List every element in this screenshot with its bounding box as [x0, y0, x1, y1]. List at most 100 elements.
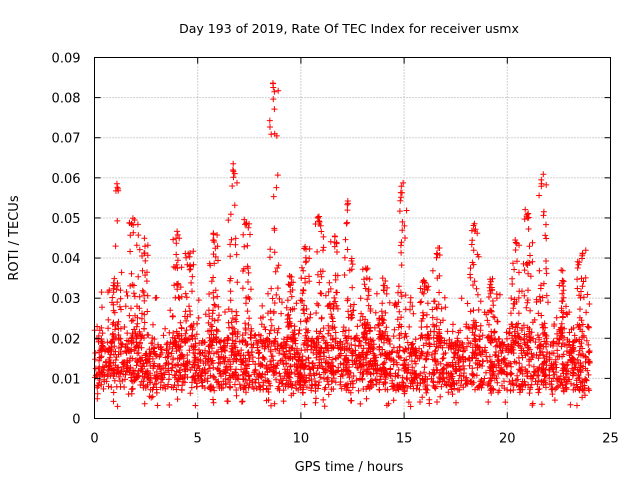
data-point [368, 363, 375, 370]
data-point [201, 366, 208, 373]
data-point [155, 341, 161, 348]
data-point [134, 221, 141, 228]
data-point [141, 297, 148, 304]
data-point [516, 383, 523, 390]
data-point [435, 335, 442, 342]
data-point [283, 377, 290, 384]
data-point [512, 339, 519, 346]
data-point [365, 292, 372, 299]
data-point [540, 171, 547, 178]
data-point [232, 369, 239, 376]
data-point [475, 253, 482, 260]
data-point [130, 290, 137, 297]
data-point [323, 359, 330, 366]
data-point [293, 385, 300, 392]
data-point [315, 382, 322, 389]
data-point [506, 347, 513, 354]
data-point [349, 378, 356, 385]
data-point [359, 349, 366, 356]
data-point [114, 282, 121, 289]
data-point [128, 377, 135, 384]
data-point [479, 380, 486, 387]
data-point [209, 315, 216, 322]
data-point [225, 319, 232, 326]
data-point [418, 324, 425, 331]
data-point [239, 332, 246, 339]
data-point [442, 304, 449, 311]
data-point [184, 374, 191, 381]
data-point [263, 363, 270, 370]
data-point [535, 389, 542, 396]
data-point [133, 323, 140, 330]
data-point [350, 373, 357, 379]
data-point [304, 315, 311, 322]
data-point [218, 348, 225, 355]
data-point [169, 361, 175, 368]
data-point [580, 278, 587, 285]
data-point [143, 278, 150, 285]
data-point [227, 366, 234, 373]
data-point [113, 286, 120, 293]
data-point [379, 275, 386, 282]
data-point [370, 350, 377, 357]
data-point [286, 347, 293, 354]
data-point [543, 362, 550, 369]
data-point [226, 356, 233, 363]
data-point [559, 267, 566, 274]
data-point [576, 366, 583, 373]
data-point [487, 377, 494, 384]
data-point [189, 326, 196, 333]
data-point [183, 362, 190, 369]
data-point [420, 277, 427, 284]
data-point [434, 358, 441, 365]
data-point [400, 179, 407, 186]
data-point [504, 343, 511, 350]
data-point [278, 310, 285, 317]
data-point [273, 184, 280, 191]
data-point [479, 348, 486, 355]
data-point [233, 251, 240, 258]
data-point [288, 279, 295, 286]
data-point [574, 285, 581, 292]
data-point [311, 372, 318, 379]
data-point [206, 349, 213, 356]
data-point [188, 322, 195, 329]
data-point [539, 294, 546, 301]
data-point [272, 268, 279, 275]
data-point [552, 356, 559, 363]
data-point [177, 319, 184, 326]
data-point [252, 332, 259, 339]
data-point [242, 326, 249, 333]
data-point [426, 341, 433, 348]
data-point [156, 363, 162, 369]
data-point [541, 373, 548, 380]
data-point [119, 341, 126, 348]
data-point [526, 333, 533, 340]
data-point [347, 303, 354, 310]
data-point [396, 381, 403, 388]
data-point [491, 329, 497, 336]
data-point [527, 307, 534, 314]
data-point [209, 323, 216, 330]
data-point [235, 350, 242, 357]
data-point [383, 337, 390, 344]
data-point [296, 358, 302, 365]
data-point [487, 281, 494, 288]
data-point [578, 288, 584, 295]
data-point [273, 376, 280, 383]
data-point [282, 355, 289, 362]
data-point [478, 384, 485, 391]
data-point [109, 331, 116, 338]
data-point [301, 302, 307, 309]
data-point [394, 372, 401, 379]
data-point [173, 240, 180, 247]
data-point [275, 325, 282, 332]
data-point [92, 365, 99, 372]
data-point [100, 343, 107, 350]
data-point [537, 298, 544, 304]
data-point [570, 345, 577, 352]
data-point [129, 385, 136, 392]
data-point [528, 329, 535, 336]
data-point [509, 377, 516, 384]
data-point [245, 224, 252, 231]
